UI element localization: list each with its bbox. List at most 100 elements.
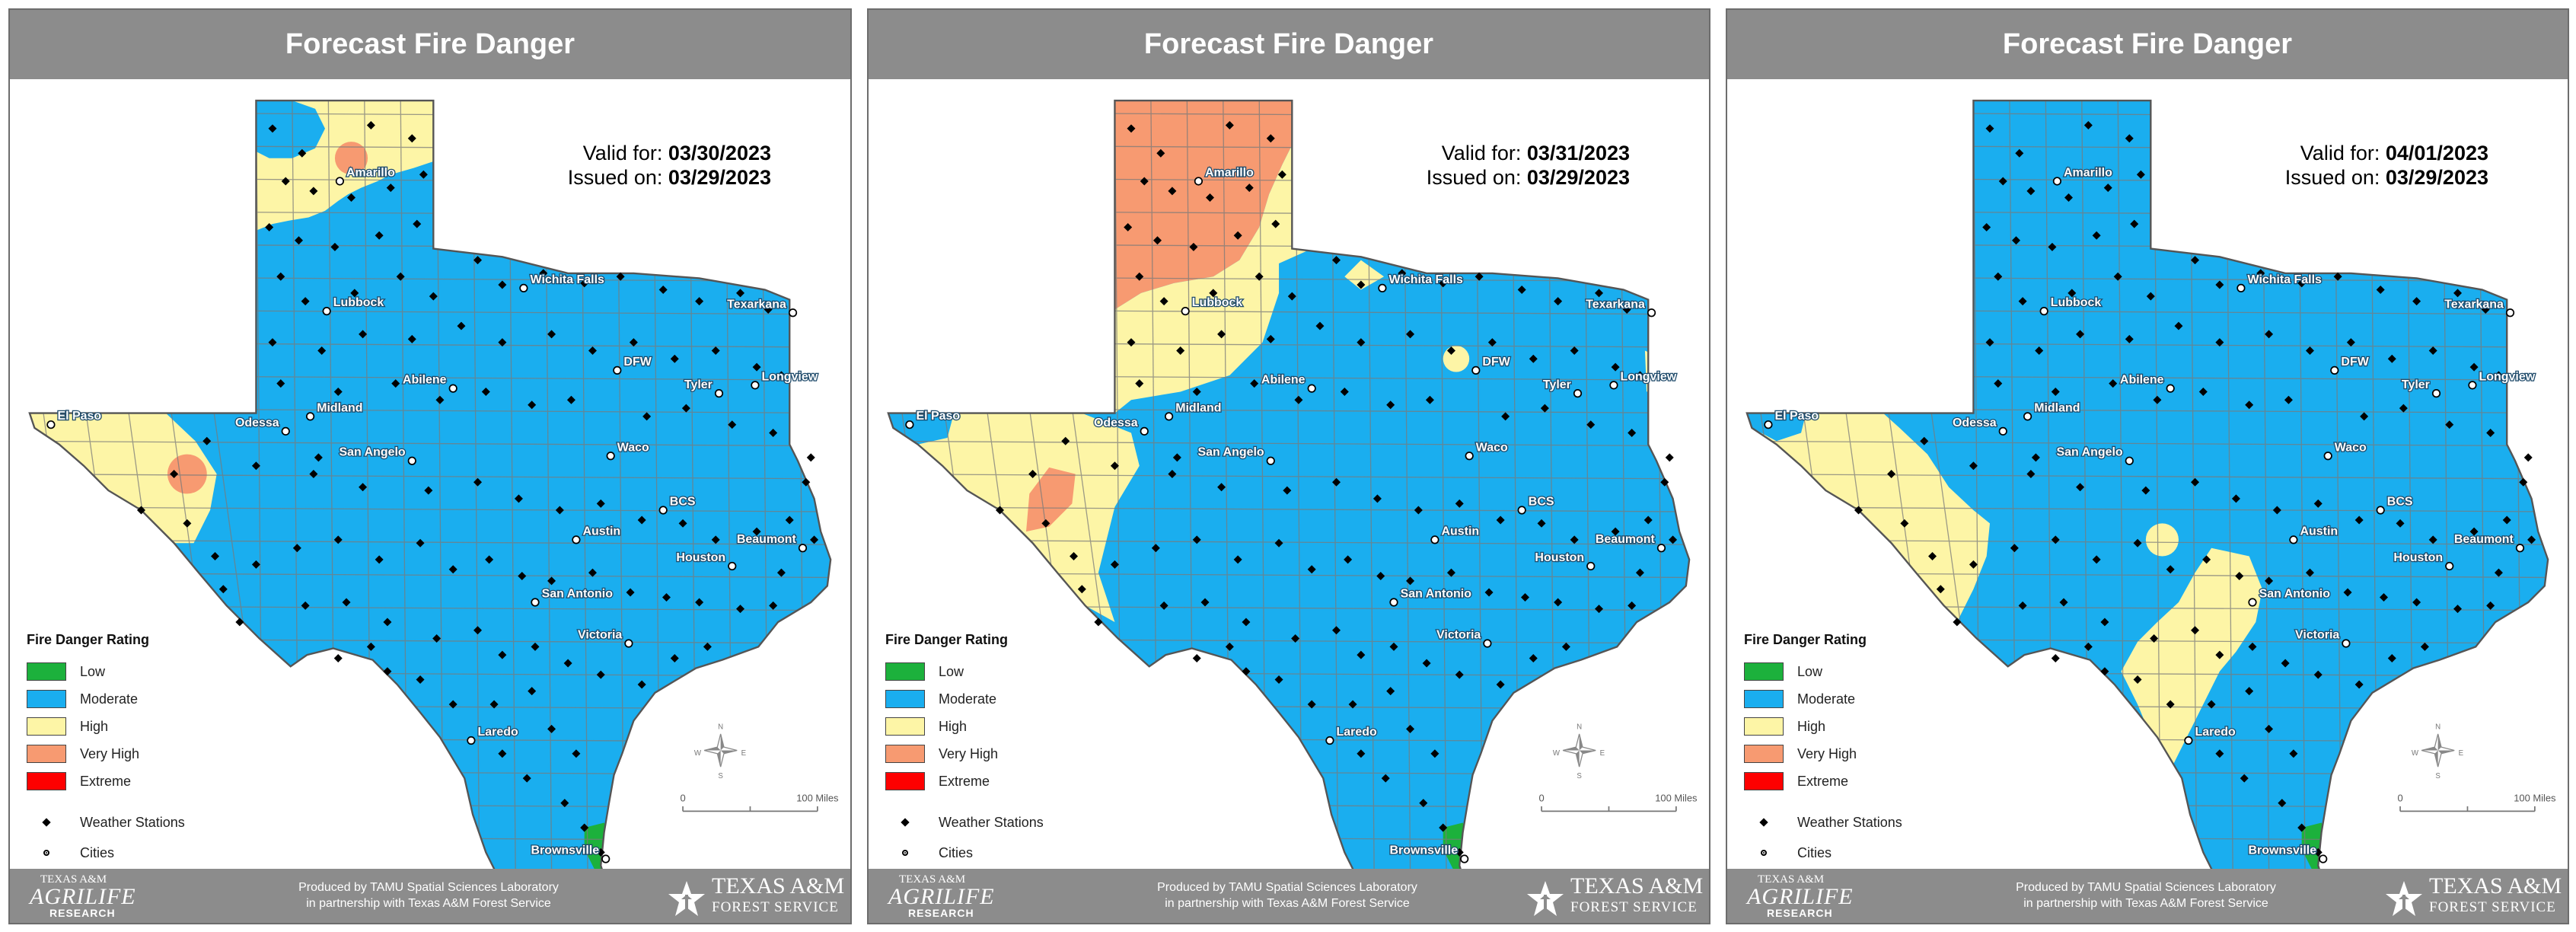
- fire-danger-legend: Fire Danger Rating Low Moderate High Very Hi…: [1744, 632, 1995, 867]
- moderate-zone: [29, 101, 831, 869]
- city-marker: [1471, 365, 1481, 375]
- diamond-icon: [1744, 813, 1784, 831]
- city-dot-icon-shape: [1761, 850, 1767, 856]
- scale-bar: 0 100 Miles: [2397, 792, 2556, 812]
- weather-station-marker: [350, 289, 359, 298]
- weather-station-marker: [528, 687, 537, 696]
- city-label: Longview: [2479, 370, 2536, 383]
- legend-spacer: [27, 795, 278, 806]
- weather-station-marker: [2026, 187, 2036, 196]
- weather-station-marker: [1586, 420, 1596, 429]
- panel-footer: TEXAS A&M AGRILIFE RESEARCH Produced by TAM…: [869, 869, 1709, 923]
- weather-station-marker: [2035, 346, 2044, 355]
- legend-symbol-item: Cities: [885, 839, 1137, 867]
- texas-map: Amarillo Lubbock Wichita Falls Texarkana DFW…: [887, 99, 1698, 869]
- weather-station-marker: [2174, 321, 2183, 330]
- weather-station-marker: [2083, 120, 2093, 129]
- fire-danger-legend: Fire Danger Rating Low Moderate High Very Hi…: [27, 632, 278, 867]
- city-marker: [2323, 452, 2332, 461]
- valid-for-line: Valid for: 04/01/2023: [2214, 141, 2488, 165]
- city-label: Austin: [2300, 525, 2338, 538]
- city-marker: [2052, 177, 2062, 186]
- weather-station-marker: [295, 236, 303, 245]
- city-marker: [1181, 307, 1190, 316]
- texas-map: Amarillo Lubbock Wichita Falls Texarkana DFW…: [1745, 99, 2556, 869]
- legend-item: Extreme: [27, 768, 278, 795]
- weather-station-marker: [2354, 680, 2364, 689]
- issued-on-line: Issued on: 03/29/2023: [2214, 165, 2488, 190]
- weather-station-marker: [281, 177, 290, 186]
- texas-map: Amarillo Lubbock Wichita Falls Texarkana DFW…: [28, 99, 839, 869]
- weather-station-marker: [2015, 148, 2024, 158]
- issued-on-line: Issued on: 03/29/2023: [1356, 165, 1630, 190]
- legend-label: Extreme: [1797, 773, 1849, 789]
- legend-title: Fire Danger Rating: [1744, 632, 1867, 647]
- city-label: San Angelo: [2056, 446, 2122, 459]
- legend-spacer: [885, 795, 1137, 806]
- legend-swatch: [1744, 717, 1784, 736]
- city-marker: [46, 420, 56, 429]
- weather-station-marker: [2051, 535, 2060, 544]
- weather-station-marker: [703, 642, 712, 651]
- weather-station-marker: [531, 642, 540, 651]
- city-label: Abilene: [1261, 374, 1306, 387]
- weather-station-marker: [498, 749, 507, 758]
- weather-station-marker: [375, 555, 384, 564]
- weather-station-marker: [448, 565, 457, 574]
- weather-station-marker: [2076, 483, 2085, 492]
- weather-station-marker: [547, 724, 556, 733]
- agrilife-mid: AGRILIFE: [888, 884, 995, 909]
- legend-swatch: [27, 662, 66, 681]
- legend-label: Low: [939, 663, 964, 679]
- weather-station-marker: [498, 650, 507, 659]
- weather-station-marker: [2519, 477, 2528, 487]
- legend-label: Moderate: [1797, 691, 1856, 707]
- tamu-name: TEXAS A&M: [1570, 873, 1704, 898]
- texas-am-forest-service-logo: TEXAS A&M FOREST SERVICE: [2383, 872, 2562, 919]
- weather-station-marker: [2428, 346, 2437, 355]
- tamu-name: TEXAS A&M: [2429, 873, 2562, 898]
- weather-station-marker: [637, 515, 646, 525]
- weather-station-marker: [251, 560, 260, 569]
- city-marker: [606, 452, 615, 461]
- city-label: Waco: [1476, 441, 1508, 454]
- weather-station-marker: [2289, 749, 2298, 758]
- weather-station-marker: [1660, 477, 1669, 487]
- weather-station-marker: [2278, 799, 2287, 808]
- city-label: Longview: [762, 370, 818, 383]
- city-label: Brownsville: [2249, 844, 2317, 857]
- weather-station-marker: [2453, 605, 2463, 614]
- weather-station-marker: [518, 571, 527, 580]
- city-marker: [2445, 561, 2454, 571]
- valid-for-line: Valid for: 03/30/2023: [497, 141, 771, 165]
- state-outline: [28, 99, 832, 869]
- weather-station-marker: [2133, 538, 2142, 547]
- city-label: Wichita Falls: [2248, 273, 2322, 286]
- weather-station-marker: [2445, 420, 2454, 429]
- panel-title: Forecast Fire Danger: [10, 10, 850, 79]
- weather-station-marker: [276, 272, 285, 281]
- city-label: El Paso: [1775, 410, 1819, 423]
- weather-station-marker: [2150, 634, 2159, 643]
- legend-item: High: [1744, 713, 1995, 740]
- weather-station-marker: [1920, 436, 1929, 445]
- legend-swatch: [885, 772, 925, 790]
- weather-station-marker: [2297, 279, 2307, 288]
- weather-station-marker: [2494, 568, 2503, 577]
- weather-station-marker: [2166, 565, 2175, 574]
- city-label: San Antonio: [542, 588, 614, 601]
- compass-w: W: [1553, 749, 1561, 758]
- compass-s: S: [1577, 772, 1582, 780]
- issued-on-label: Issued on:: [1426, 166, 1527, 189]
- validity-info: Valid for: 03/31/2023 Issued on: 03/29/20…: [1356, 141, 1630, 190]
- city-label: Brownsville: [1390, 844, 1459, 857]
- city-marker: [2319, 854, 2328, 863]
- city-marker: [798, 544, 808, 553]
- weather-station-marker: [383, 667, 392, 676]
- city-label: BCS: [2387, 496, 2413, 509]
- city-label: DFW: [2341, 356, 2369, 369]
- city-label: Beaumont: [2454, 533, 2514, 546]
- diamond-icon-shape: [1759, 818, 1768, 827]
- weather-station-marker: [1561, 642, 1570, 651]
- weather-station-marker: [2076, 330, 2085, 339]
